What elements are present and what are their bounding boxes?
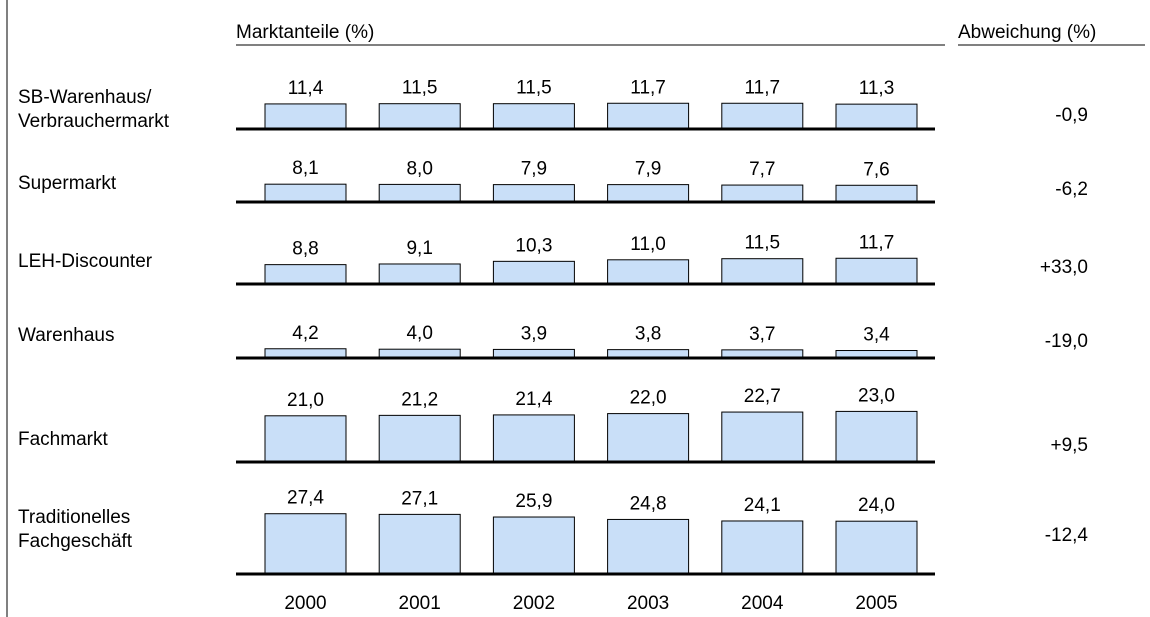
bar (721, 184, 804, 203)
bar (835, 257, 918, 285)
bar (607, 102, 690, 130)
x-tick-label: 2004 (741, 593, 784, 614)
bar (492, 103, 575, 130)
value-label: 11,5 (402, 78, 438, 99)
value-label: 21,0 (287, 390, 324, 411)
bar (378, 103, 461, 130)
bar (607, 413, 690, 463)
bar (378, 263, 461, 285)
bar (721, 520, 804, 575)
value-label: 7,6 (863, 159, 889, 180)
bar (264, 415, 347, 463)
value-label: 21,2 (401, 389, 438, 410)
row-label: Warenhaus (18, 325, 114, 346)
row-label: SB-Warenhaus/Verbrauchermarkt (18, 87, 170, 132)
change-label: -6,2 (1055, 179, 1088, 200)
bar (721, 258, 804, 285)
value-label: 11,0 (630, 234, 666, 255)
value-label: 4,2 (292, 323, 318, 344)
x-tick-label: 2000 (284, 593, 326, 614)
bar (492, 414, 575, 463)
change-title: Abweichung (%) (958, 22, 1096, 43)
row-label: Supermarkt (18, 173, 117, 194)
bar (492, 516, 575, 575)
change-label: -12,4 (1045, 525, 1089, 546)
bar (264, 264, 347, 285)
bar (835, 520, 918, 575)
value-label: 11,4 (288, 78, 324, 99)
value-label: 7,7 (749, 159, 775, 180)
bar (721, 411, 804, 463)
x-tick-label: 2002 (513, 593, 555, 614)
value-label: 24,1 (744, 495, 781, 516)
change-label: -19,0 (1045, 331, 1088, 352)
value-label: 25,9 (515, 491, 552, 512)
value-label: 11,5 (745, 233, 781, 254)
value-label: 3,7 (749, 324, 775, 345)
bar (607, 518, 690, 575)
x-tick-label: 2001 (399, 593, 441, 614)
value-label: 10,3 (515, 235, 552, 256)
value-label: 27,4 (287, 488, 324, 509)
x-tick-label: 2003 (627, 593, 669, 614)
value-label: 23,0 (858, 385, 895, 406)
value-label: 3,9 (521, 323, 547, 344)
value-label: 27,1 (401, 488, 438, 509)
bar (607, 259, 690, 285)
value-label: 7,9 (635, 159, 661, 180)
bar (835, 410, 918, 463)
value-label: 11,7 (630, 77, 666, 98)
value-label: 3,4 (863, 325, 890, 346)
row-label: Fachmarkt (18, 429, 108, 450)
value-label: 24,8 (630, 493, 667, 514)
bar (835, 184, 918, 203)
bar (378, 513, 461, 575)
value-label: 3,8 (635, 324, 661, 345)
bar (835, 103, 918, 130)
value-label: 7,9 (521, 159, 547, 180)
bar (492, 260, 575, 285)
bar (492, 184, 575, 203)
value-label: 11,7 (745, 77, 781, 98)
row-label: Traditionelles Fachgeschäft (18, 507, 133, 552)
value-label: 11,3 (859, 78, 895, 99)
value-label: 11,5 (516, 78, 552, 99)
value-label: 9,1 (406, 238, 432, 259)
chart-title: Marktanteile (%) (236, 22, 374, 43)
change-label: +33,0 (1040, 257, 1088, 278)
bar (264, 103, 347, 130)
bar (721, 102, 804, 130)
value-label: 22,0 (630, 388, 667, 409)
value-label: 8,1 (292, 158, 318, 179)
value-label: 8,0 (406, 158, 432, 179)
bar (378, 183, 461, 203)
change-label: -0,9 (1055, 105, 1088, 126)
bar (264, 513, 347, 575)
row-label: LEH-Discounter (18, 251, 153, 272)
change-label: +9,5 (1050, 435, 1088, 456)
x-tick-label: 2005 (855, 593, 897, 614)
bar (264, 183, 347, 203)
bar (607, 184, 690, 203)
value-label: 22,7 (744, 386, 781, 407)
value-label: 8,8 (292, 239, 318, 260)
value-label: 21,4 (515, 389, 552, 410)
value-label: 11,7 (859, 232, 895, 253)
value-label: 24,0 (858, 495, 895, 516)
bar (378, 414, 461, 463)
value-label: 4,0 (406, 323, 432, 344)
